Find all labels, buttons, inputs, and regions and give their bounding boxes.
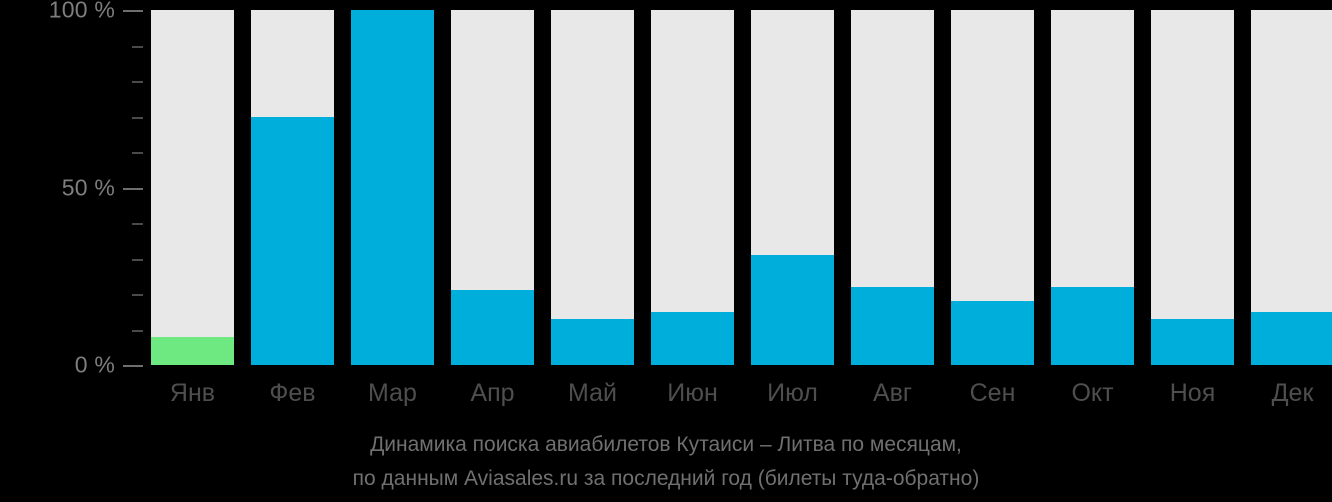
bar-9[interactable] <box>1051 10 1134 365</box>
bar-fill-Сен <box>951 301 1034 365</box>
x-axis: Янв Фев Мар Апр Май Июн Июл Авг Сен Окт Ноя Дек <box>151 372 1332 418</box>
y-tick-minor-40 <box>132 223 143 225</box>
y-tick-minor-80 <box>132 81 143 83</box>
bar-fill-Дек <box>1251 311 1332 365</box>
y-axis: 100 % 50 % 0 % <box>0 0 151 378</box>
x-axis-label-Янв: Янв <box>169 379 216 407</box>
y-axis-label-100: 100 % <box>48 0 115 23</box>
bar-8[interactable] <box>951 10 1034 365</box>
x-axis-label-Окт: Окт <box>1071 379 1114 407</box>
bar-fill-Янв <box>151 336 234 365</box>
y-tick-minor-20 <box>132 294 143 296</box>
x-axis-label-Июн: Июн <box>667 379 718 407</box>
y-tick-minor-90 <box>132 45 143 48</box>
bar-1[interactable] <box>251 10 334 365</box>
x-axis-label-Май: Май <box>568 379 617 407</box>
y-axis-label-0: 0 % <box>74 351 115 378</box>
bar-2[interactable] <box>351 10 434 365</box>
y-tick-major-0 <box>123 365 143 367</box>
bar-track-5 <box>651 10 734 365</box>
bar-fill-Мар <box>351 10 434 365</box>
x-axis-label-Мар: Мар <box>368 379 417 407</box>
x-axis-label-Ноя: Ноя <box>1169 379 1216 407</box>
bar-fill-Май <box>551 318 634 365</box>
bar-11[interactable] <box>1251 10 1332 365</box>
caption-line-2: по данным Aviasales.ru за последний год … <box>352 467 980 490</box>
bar-fill-Июн <box>651 311 734 365</box>
bar-0[interactable] <box>151 10 234 365</box>
bar-track-0 <box>151 10 234 365</box>
x-axis-label-Апр: Апр <box>470 379 515 407</box>
y-tick-major-50 <box>123 187 143 190</box>
bar-6[interactable] <box>751 10 834 365</box>
bar-fill-Окт <box>1051 286 1134 365</box>
y-tick-minor-60 <box>132 152 143 154</box>
x-axis-label-Фев: Фев <box>269 379 316 407</box>
caption-line-1: Динамика поиска авиабилетов Кутаиси – Ли… <box>370 433 962 456</box>
y-tick-minor-70 <box>132 116 143 119</box>
bar-track-10 <box>1151 10 1234 365</box>
bar-4[interactable] <box>551 10 634 365</box>
x-axis-label-Июл: Июл <box>767 379 818 407</box>
bar-5[interactable] <box>651 10 734 365</box>
bar-fill-Авг <box>851 286 934 365</box>
bar-3[interactable] <box>451 10 534 365</box>
chart-caption: Динамика поиска авиабилетов Кутаиси – Ли… <box>0 428 1332 496</box>
bar-fill-Июл <box>751 254 834 365</box>
bar-7[interactable] <box>851 10 934 365</box>
x-axis-label-Авг: Авг <box>872 379 913 407</box>
plot-area <box>151 0 1332 365</box>
bar-fill-Апр <box>451 290 534 365</box>
x-axis-label-Сен: Сен <box>969 379 1016 407</box>
y-tick-minor-30 <box>132 258 143 261</box>
bar-fill-Фев <box>251 116 334 365</box>
bar-track-4 <box>551 10 634 365</box>
x-axis-label-Дек: Дек <box>1271 379 1314 407</box>
y-tick-major-100 <box>123 10 143 12</box>
bar-track-11 <box>1251 10 1332 365</box>
y-axis-label-50: 50 % <box>61 174 115 200</box>
bar-10[interactable] <box>1151 10 1234 365</box>
bar-fill-Ноя <box>1151 318 1234 365</box>
y-tick-minor-10 <box>132 329 143 332</box>
